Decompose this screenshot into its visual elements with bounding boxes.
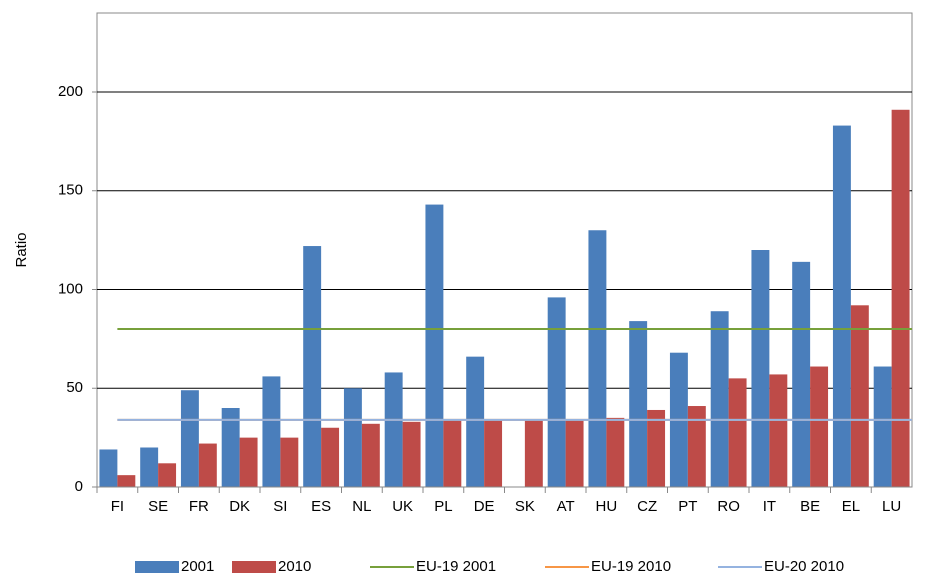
bar	[321, 427, 340, 487]
legend-label: EU-19 2001	[416, 558, 496, 575]
x-tick-label: AT	[557, 498, 575, 515]
x-tick-label: IT	[763, 498, 776, 515]
bar	[873, 366, 892, 487]
bar	[158, 463, 177, 487]
bar	[239, 437, 258, 487]
x-tick-label: PL	[434, 498, 452, 515]
bar	[647, 409, 666, 487]
bar	[850, 305, 869, 487]
bar	[99, 449, 118, 487]
x-tick-label: DK	[229, 498, 250, 515]
legend-label: EU-20 2010	[764, 558, 844, 575]
x-tick-label: PT	[678, 498, 697, 515]
legend-label: 2001	[181, 558, 214, 575]
bar	[198, 443, 217, 487]
bar	[606, 417, 625, 487]
x-tick-label: SI	[273, 498, 287, 515]
bar	[588, 230, 607, 487]
bar	[524, 419, 543, 487]
x-tick-label: HU	[596, 498, 618, 515]
x-tick-label: CZ	[637, 498, 657, 515]
bar	[728, 378, 747, 487]
bar	[280, 437, 299, 487]
y-axis-label: Ratio	[13, 232, 30, 267]
legend-swatch	[232, 561, 276, 573]
x-tick-label: DE	[474, 498, 495, 515]
x-tick-label: ES	[311, 498, 331, 515]
bar	[832, 125, 851, 487]
bar	[384, 372, 403, 487]
bar	[565, 419, 584, 487]
x-tick-label: FR	[189, 498, 209, 515]
bar	[425, 204, 444, 487]
y-tick-label: 200	[58, 83, 83, 100]
x-tick-label: UK	[392, 498, 413, 515]
bar	[769, 374, 788, 487]
bar	[891, 109, 910, 488]
bar	[361, 423, 380, 487]
bar	[303, 246, 322, 487]
bar	[792, 261, 811, 487]
x-tick-label: SE	[148, 498, 168, 515]
x-tick-label: EL	[842, 498, 860, 515]
y-tick-label: 100	[58, 280, 83, 297]
bar	[484, 419, 503, 487]
bar	[810, 366, 829, 487]
bar	[710, 311, 729, 487]
bar	[547, 297, 566, 487]
bar	[117, 475, 136, 487]
y-tick-label: 50	[66, 379, 83, 396]
bar	[443, 419, 462, 487]
bar	[262, 376, 281, 487]
x-tick-label: SK	[515, 498, 535, 515]
bar	[402, 421, 421, 487]
y-tick-label: 150	[58, 182, 83, 199]
bar	[343, 388, 362, 487]
x-tick-label: BE	[800, 498, 820, 515]
bar	[466, 356, 485, 487]
y-tick-label: 0	[75, 478, 83, 495]
x-tick-label: FI	[111, 498, 124, 515]
plot-frame	[96, 12, 913, 488]
bar	[180, 390, 199, 487]
bar	[629, 321, 648, 487]
bar	[221, 408, 240, 487]
legend-swatch	[135, 561, 179, 573]
x-tick-label: RO	[717, 498, 740, 515]
legend-label: 2010	[278, 558, 311, 575]
bar	[751, 250, 770, 487]
bar	[687, 406, 706, 487]
x-tick-label: LU	[882, 498, 901, 515]
legend-label: EU-19 2010	[591, 558, 671, 575]
bar	[140, 447, 159, 487]
x-tick-label: NL	[352, 498, 371, 515]
